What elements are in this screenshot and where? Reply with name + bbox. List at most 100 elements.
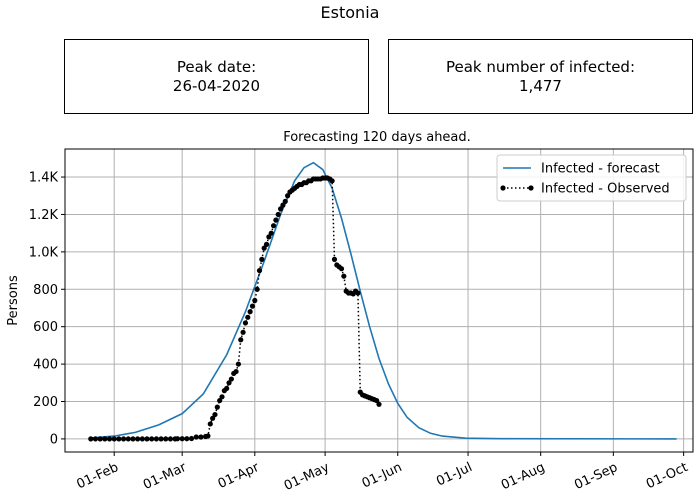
observed-point-44: [247, 309, 253, 315]
y-tick-label-3: 600: [33, 320, 58, 335]
observed-point-38: [233, 368, 239, 375]
observed-point-42: [242, 320, 249, 326]
x-tick-label-0: 01-Feb: [74, 460, 120, 492]
y-tick-label-6: 1.2K: [29, 208, 59, 223]
observed-point-27: [207, 421, 213, 427]
x-tick-label-8: 01-Oct: [644, 460, 690, 492]
observed-point-14: [153, 436, 159, 442]
observed-point-2: [97, 436, 103, 442]
observed-point-32: [219, 394, 225, 400]
peak-infected-box: Peak number of infected: 1,477: [388, 39, 693, 114]
chart-title: Forecasting 120 days ahead.: [283, 130, 471, 145]
observed-point-31: [217, 397, 223, 404]
observed-point-11: [139, 436, 145, 442]
y-tick-label-2: 400: [33, 358, 58, 373]
observed-point-51: [263, 241, 270, 247]
observed-point-0: [88, 436, 94, 442]
legend-box: [496, 154, 687, 202]
observed-point-1: [92, 436, 99, 442]
observed-point-56: [275, 211, 281, 218]
observed-point-57: [277, 206, 284, 212]
observed-point-5: [111, 436, 117, 442]
x-tick-label-1: 01-Mar: [141, 460, 189, 493]
x-tick-label-4: 01-Jun: [360, 460, 405, 491]
observed-point-55: [273, 217, 279, 223]
observed-point-13: [149, 436, 155, 442]
observed-point-35: [226, 380, 232, 386]
peak-date-value: 26-04-2020: [172, 76, 261, 95]
observed-point-39: [235, 361, 242, 367]
observed-point-8: [125, 436, 131, 442]
observed-point-23: [193, 434, 199, 440]
observed-point-83: [338, 266, 345, 272]
x-tick-label-7: 01-Sep: [572, 460, 620, 493]
observed-point-84: [341, 273, 347, 279]
observed-point-54: [270, 223, 277, 229]
series-layer: [88, 161, 677, 442]
legend: Infected - forecast Infected - Observed: [496, 154, 687, 202]
observed-point-79: [329, 178, 335, 184]
observed-point-16: [163, 436, 169, 442]
observed-point-22: [188, 435, 195, 442]
observed-point-40: [238, 337, 244, 343]
observed-point-46: [252, 297, 258, 304]
y-tick-label-5: 1.0K: [29, 245, 59, 260]
observed-point-99: [376, 401, 382, 407]
observed-point-3: [102, 436, 108, 442]
observed-point-53: [268, 230, 274, 236]
observed-point-10: [135, 436, 141, 442]
axes-frame: [64, 148, 694, 453]
observed-point-7: [120, 436, 127, 442]
legend-observed-label: Infected - Observed: [541, 182, 670, 197]
observed-point-41: [240, 329, 246, 335]
y-tick-label-7: 1.4K: [29, 171, 59, 186]
observed-point-26: [205, 433, 211, 439]
observed-point-52: [266, 234, 272, 240]
observed-point-28: [210, 415, 216, 421]
observed-point-21: [184, 436, 190, 442]
observed-point-36: [228, 376, 234, 382]
observed-point-12: [144, 436, 150, 442]
observed-line: [90, 177, 380, 440]
observed-point-48: [256, 267, 263, 274]
observed-point-19: [174, 436, 181, 442]
observed-point-30: [214, 404, 220, 410]
observed-point-59: [282, 198, 288, 204]
peak-date-box: Peak date: 26-04-2020: [64, 39, 369, 114]
observed-point-45: [249, 303, 256, 309]
legend-forecast-label: Infected - forecast: [541, 162, 660, 177]
observed-point-47: [254, 286, 260, 292]
observed-point-4: [106, 436, 113, 442]
x-tick-label-6: 01-Aug: [499, 460, 547, 493]
observed-point-60: [285, 193, 291, 199]
observed-point-98: [374, 397, 380, 404]
observed-point-34: [224, 385, 230, 392]
observed-point-20: [179, 436, 185, 442]
figure-title: Estonia: [320, 3, 380, 22]
legend-observed-marker-end: [528, 185, 534, 191]
observed-point-49: [259, 256, 265, 262]
observed-point-43: [245, 314, 251, 320]
observed-point-24: [198, 434, 204, 440]
y-tick-label-0: 0: [50, 432, 58, 447]
y-axis-label: Persons: [6, 275, 21, 326]
y-tick-label-4: 800: [33, 283, 58, 298]
observed-point-50: [261, 245, 267, 251]
peak-date-label: Peak date:: [176, 57, 257, 76]
peak-infected-value: 1,477: [519, 76, 562, 95]
observed-point-58: [280, 202, 286, 208]
x-tick-label-3: 01-May: [282, 460, 332, 494]
peak-infected-label: Peak number of infected:: [445, 57, 636, 76]
observed-point-90: [355, 290, 361, 296]
y-tick-label-1: 200: [33, 395, 58, 410]
x-tick-label-2: 01-Apr: [216, 460, 262, 492]
forecast-line: [90, 161, 677, 440]
observed-point-29: [212, 411, 218, 418]
observed-point-80: [331, 256, 338, 262]
observed-point-6: [116, 436, 122, 442]
legend-observed-marker-start: [500, 185, 506, 191]
observed-point-15: [158, 436, 164, 442]
observed-point-17: [167, 436, 174, 442]
observed-point-9: [130, 436, 136, 442]
